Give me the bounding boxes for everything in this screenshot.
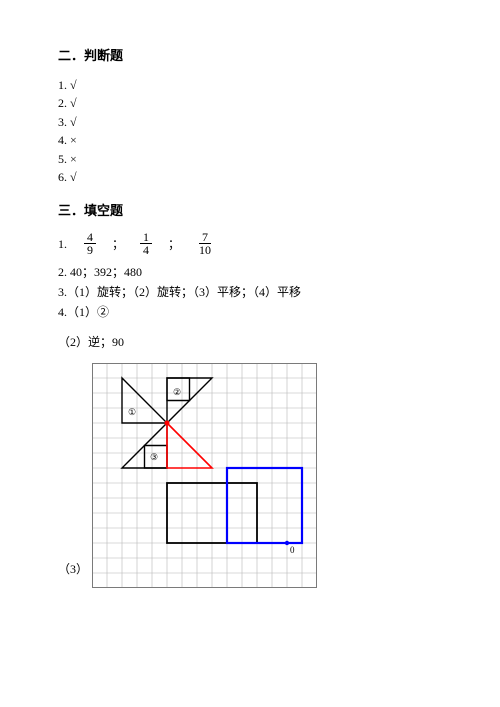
frac-den: 10 [196, 244, 214, 257]
judgment-item: 1. √ [58, 76, 442, 95]
item-num: 2. [58, 96, 67, 110]
item-val: √ [70, 78, 77, 92]
q2-line: 2. 40；392；480 [58, 263, 442, 281]
item-val: √ [70, 96, 77, 110]
item-num: 4. [58, 133, 67, 147]
judgment-item: 5. × [58, 150, 442, 169]
svg-text:0: 0 [290, 545, 295, 555]
item-num: 6. [58, 170, 67, 184]
q1-row: 1. 4 9 ； 1 4 ； 7 10 [58, 231, 442, 257]
item-num: 5. [58, 152, 67, 166]
q4b-line: （2）逆；90 [58, 333, 442, 351]
frac-den: 4 [140, 244, 152, 257]
q1-lead: 1. [58, 235, 78, 253]
judgment-item: 4. × [58, 131, 442, 150]
fraction: 4 9 [84, 231, 96, 257]
item-num: 3. [58, 115, 67, 129]
item-val: × [70, 133, 77, 147]
grid-figure: ① ② ③ 0 [92, 363, 317, 588]
q4a-line: 4.（1）② [58, 303, 442, 321]
section3-title: 三．填空题 [58, 201, 442, 221]
frac-num: 1 [140, 231, 152, 245]
item-val: √ [70, 115, 77, 129]
svg-text:③: ③ [150, 452, 158, 462]
frac-num: 7 [199, 231, 211, 245]
separator: ； [168, 235, 180, 253]
judgment-item: 6. √ [58, 168, 442, 187]
svg-text:①: ① [128, 407, 136, 417]
fraction: 7 10 [196, 231, 214, 257]
frac-num: 4 [84, 231, 96, 245]
item-num: 1. [58, 78, 67, 92]
judgment-item: 3. √ [58, 113, 442, 132]
figure-wrap: （3） ① ② ③ 0 [58, 363, 442, 588]
q4c-label: （3） [58, 560, 86, 588]
item-val: × [70, 152, 77, 166]
judgment-item: 2. √ [58, 94, 442, 113]
svg-text:②: ② [173, 387, 181, 397]
q3-line: 3.（1）旋转；（2）旋转；（3）平移；（4）平移 [58, 283, 442, 301]
judgment-list: 1. √ 2. √ 3. √ 4. × 5. × 6. √ [58, 76, 442, 188]
item-val: √ [70, 170, 77, 184]
separator: ； [112, 235, 124, 253]
section2-title: 二．判断题 [58, 46, 442, 66]
frac-den: 9 [84, 244, 96, 257]
fraction: 1 4 [140, 231, 152, 257]
